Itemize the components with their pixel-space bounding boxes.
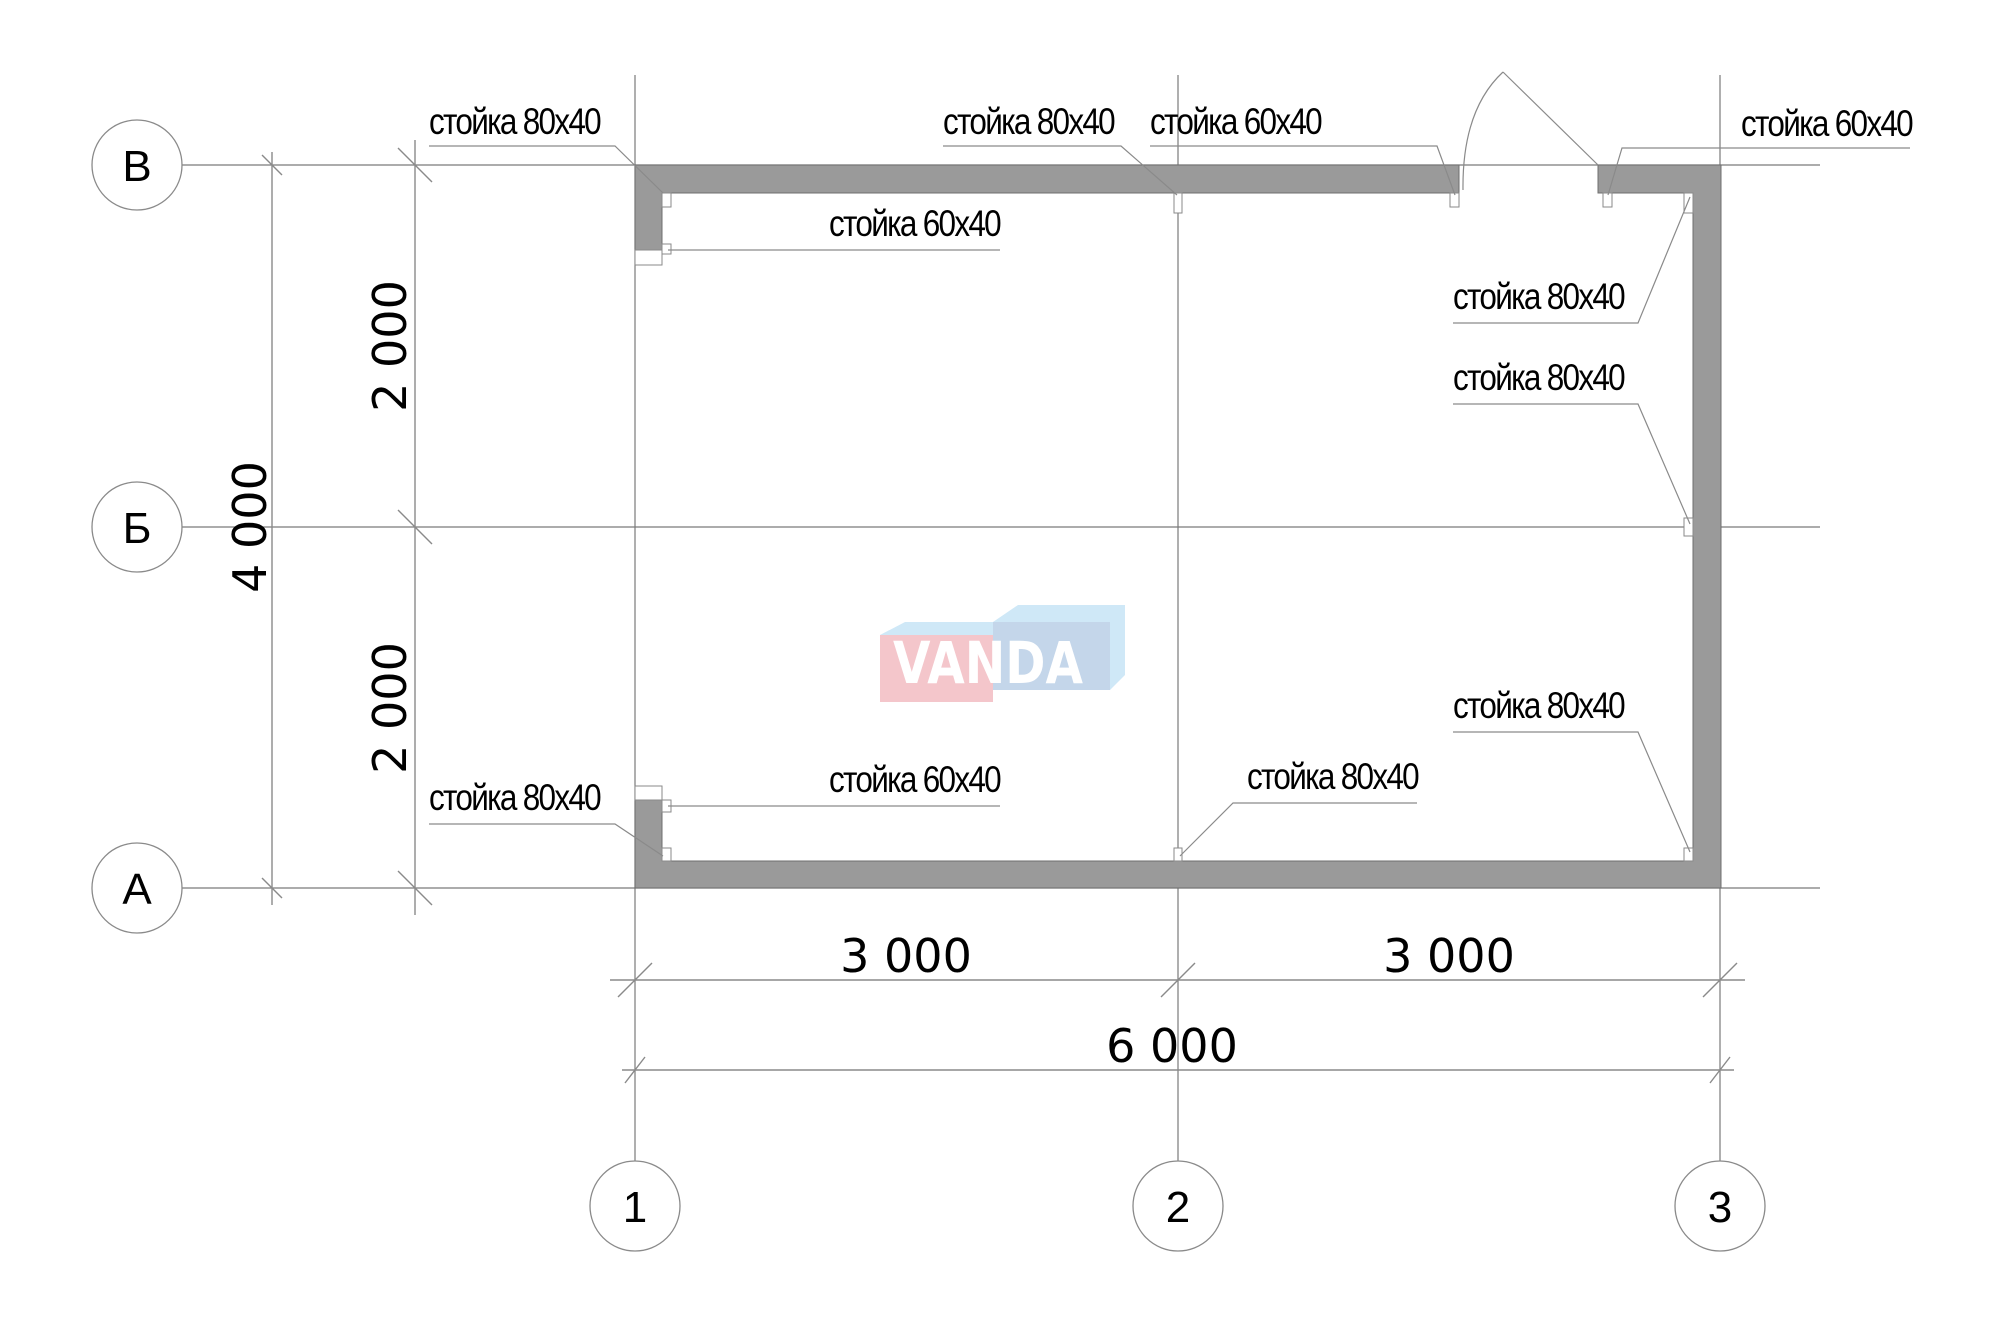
axis-label-row-a: А	[122, 865, 152, 914]
dimension-texts: 4 000 2 000 2 000 3 000 3 000 6 000	[223, 280, 1515, 1073]
wall-top-left	[634, 164, 1460, 251]
axis-circle-col	[1132, 1160, 1224, 1252]
watermark-logo: VANDA	[880, 605, 1125, 702]
door-arc	[1462, 71, 1504, 191]
post	[634, 785, 663, 801]
post-label: стойка 80x40	[429, 101, 601, 142]
axis-circle-row	[91, 842, 183, 934]
post-labels: стойка 80x40 стойка 60x40 стойка 80x40 с…	[429, 101, 1915, 818]
post	[661, 192, 672, 208]
post-label: стойка 60x40	[829, 759, 1001, 800]
post-label: стойка 60x40	[1741, 103, 1913, 144]
axis-label-row-v: В	[122, 142, 151, 191]
watermark-text: VANDA	[893, 629, 1083, 697]
door-leaf	[1502, 71, 1599, 166]
dim-ticks	[261, 147, 1738, 1084]
post-label: стойка 80x40	[1453, 276, 1625, 317]
post	[661, 847, 672, 862]
door-swing	[1462, 71, 1599, 191]
posts	[661, 192, 1694, 862]
axis-circle-col	[589, 1160, 681, 1252]
axis-markers: В Б А 1 2 3	[91, 119, 1766, 1252]
dim-vertical-upper: 2 000	[363, 280, 417, 412]
dimension-lines	[261, 140, 1745, 1084]
post-label: стойка 80x40	[429, 777, 601, 818]
post	[1602, 192, 1613, 208]
post	[1683, 517, 1694, 537]
post-label: стойка 60x40	[1150, 101, 1322, 142]
axis-circle-col	[1674, 1160, 1766, 1252]
dim-vertical-lower: 2 000	[363, 642, 417, 774]
axis-label-col-1: 1	[623, 1183, 647, 1232]
post-label: стойка 80x40	[1247, 756, 1419, 797]
post-label: стойка 80x40	[943, 101, 1115, 142]
post-label: стойка 60x40	[829, 203, 1001, 244]
label-leaders	[429, 145, 1910, 857]
axis-circle-row	[91, 119, 183, 211]
post-label: стойка 80x40	[1453, 685, 1625, 726]
axis-label-row-b: Б	[123, 504, 152, 553]
post	[1173, 192, 1183, 214]
axis-label-col-2: 2	[1166, 1183, 1190, 1232]
dim-horizontal-left: 3 000	[840, 929, 972, 983]
axis-circle-row	[91, 481, 183, 573]
post	[661, 243, 672, 255]
axis-label-col-3: 3	[1708, 1183, 1732, 1232]
dim-total-horizontal: 6 000	[1106, 1019, 1238, 1073]
dim-horizontal-right: 3 000	[1383, 929, 1515, 983]
dim-total-vertical: 4 000	[223, 461, 277, 593]
post-label: стойка 80x40	[1453, 357, 1625, 398]
post	[1683, 192, 1694, 214]
post	[634, 249, 663, 266]
